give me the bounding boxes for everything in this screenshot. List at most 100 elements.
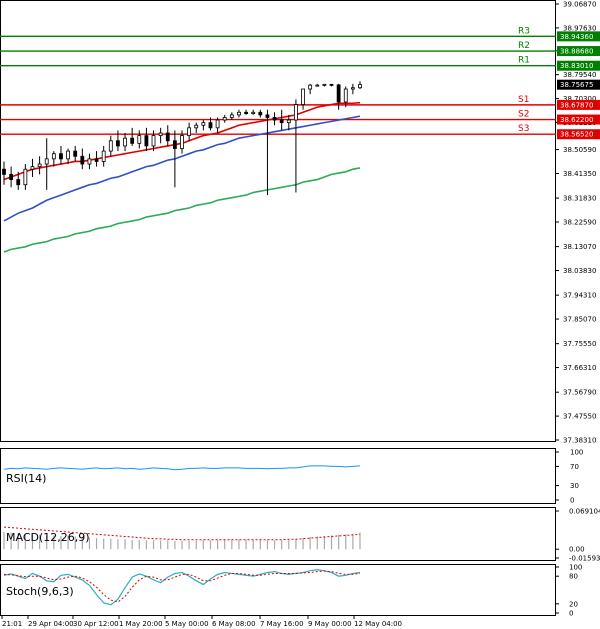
level-label-r3: R3 [518, 26, 530, 36]
rsi-tick-label: 70 [570, 463, 579, 471]
level-price-tag-bg [557, 60, 600, 71]
rsi-tick-label: 0 [570, 497, 574, 505]
price-tick-label: 38.03830 [563, 267, 596, 275]
level-price-tag-bg [557, 114, 600, 125]
candle-body [16, 179, 21, 186]
price-tick-label: 39.06870 [563, 1, 596, 9]
price-tick-label: 37.66310 [563, 364, 596, 372]
price-tick-label: 38.79540 [563, 71, 596, 79]
price-tick-label: 37.38310 [563, 437, 596, 445]
level-label-s1: S1 [518, 95, 529, 105]
price-tick-label: 37.75550 [563, 340, 596, 348]
candle-body [322, 83, 327, 86]
stoch-tick-label: 100 [569, 564, 582, 572]
macd-panel: 0.069104 0.00-0.015936 [3, 508, 600, 563]
price-tick-label: 38.70300 [563, 95, 596, 103]
rsi-label: RSI(14) [6, 472, 46, 485]
level-price-tag: 38.88680 [560, 48, 593, 56]
time-tick-label: 1 May 20:00 [119, 620, 163, 628]
candle-body [151, 135, 156, 147]
rsi-tick-label: 100 [570, 449, 583, 457]
candle-body [215, 119, 220, 129]
current-price-tag-bg [557, 79, 600, 90]
rsi-line [3, 465, 361, 471]
candle-body [51, 153, 56, 160]
price-tick-label: 38.31830 [563, 195, 596, 203]
candle-body [123, 137, 127, 147]
candle-body [87, 158, 92, 165]
candle-body [144, 135, 149, 147]
price-tick-label: 38.97630 [563, 24, 596, 32]
candle-body [73, 150, 78, 157]
candle-body [59, 153, 63, 160]
candle-body [9, 173, 14, 180]
candle-body [201, 122, 206, 126]
candle-body [194, 124, 199, 129]
stoch-label: Stoch(9,6,3) [6, 585, 74, 598]
candle-body [258, 111, 263, 116]
time-tick-label: 7 May 16:00 [260, 620, 304, 628]
time-tick-label: 5 May 00:00 [165, 620, 209, 628]
candle-body [336, 84, 341, 103]
level-price-tag: 38.67870 [560, 101, 593, 109]
price-tick-label: 37.85070 [563, 316, 596, 324]
candle-body [158, 132, 163, 136]
level-price-tag: 38.56520 [560, 131, 593, 139]
candle-body [101, 150, 106, 162]
price-tick-label: 37.47550 [563, 413, 596, 421]
candle-body [315, 84, 320, 87]
rsi-panel-frame [0, 448, 556, 504]
time-tick-label: 12 May 04:00 [354, 620, 402, 628]
level-price-tag-bg [557, 99, 600, 110]
candle-body [180, 135, 184, 149]
candle-body [208, 122, 213, 129]
level-price-tag-bg [557, 31, 600, 42]
macd-signal-line [3, 526, 361, 541]
candle-body [30, 166, 35, 170]
rsi-tick-label: 30 [570, 482, 579, 490]
rsi-panel: 100 70 30 0 [3, 449, 583, 505]
candle-body [80, 155, 85, 165]
candle-body [286, 119, 291, 124]
time-tick-label: 29 Apr 04:00 [28, 620, 74, 628]
price-tick-label: 38.41350 [563, 170, 596, 178]
candle-body [130, 137, 135, 144]
candle-body [265, 114, 270, 118]
macd-label: MACD(12,26,9) [6, 531, 90, 544]
time-tick-label: 21:01 [2, 620, 22, 628]
stoch-tick-label: 20 [569, 600, 578, 608]
candle-body [229, 114, 234, 118]
level-price-tag: 38.83010 [560, 62, 593, 70]
stoch-signal-line [3, 570, 361, 603]
candle-body [23, 168, 28, 186]
candle-body [358, 84, 362, 89]
price-panel: 39.0687038.9763038.8879038.7954038.70300… [0, 1, 600, 445]
macd-tick-label: 0.00 [569, 546, 585, 554]
time-tick-label: 9 May 00:00 [308, 620, 352, 628]
time-tick-label: 6 May 08:00 [212, 620, 256, 628]
candle-body [329, 83, 334, 86]
level-price-tag-bg [557, 46, 600, 57]
candle-body [350, 87, 355, 90]
level-label-r1: R1 [518, 56, 530, 66]
candle-body [244, 111, 248, 114]
price-tick-label: 38.13070 [563, 243, 596, 251]
candle-body [187, 127, 192, 136]
macd-tick-label: 0.069104 [569, 508, 600, 516]
time-tick-label: 30 Apr 12:00 [73, 620, 119, 628]
price-tick-label: 37.94310 [563, 292, 596, 300]
moving-average-line-3 [3, 167, 361, 253]
candle-body [44, 158, 49, 165]
candle-body [108, 140, 113, 152]
candle-body [251, 111, 256, 114]
level-price-tag: 38.62200 [560, 116, 593, 124]
candle-body [294, 104, 298, 121]
candle-body [66, 150, 70, 160]
candle-body [279, 119, 284, 124]
level-price-tag-bg [557, 129, 600, 140]
stoch-tick-label: 80 [569, 573, 578, 581]
candle-body [165, 132, 170, 142]
candle-body [222, 117, 227, 121]
